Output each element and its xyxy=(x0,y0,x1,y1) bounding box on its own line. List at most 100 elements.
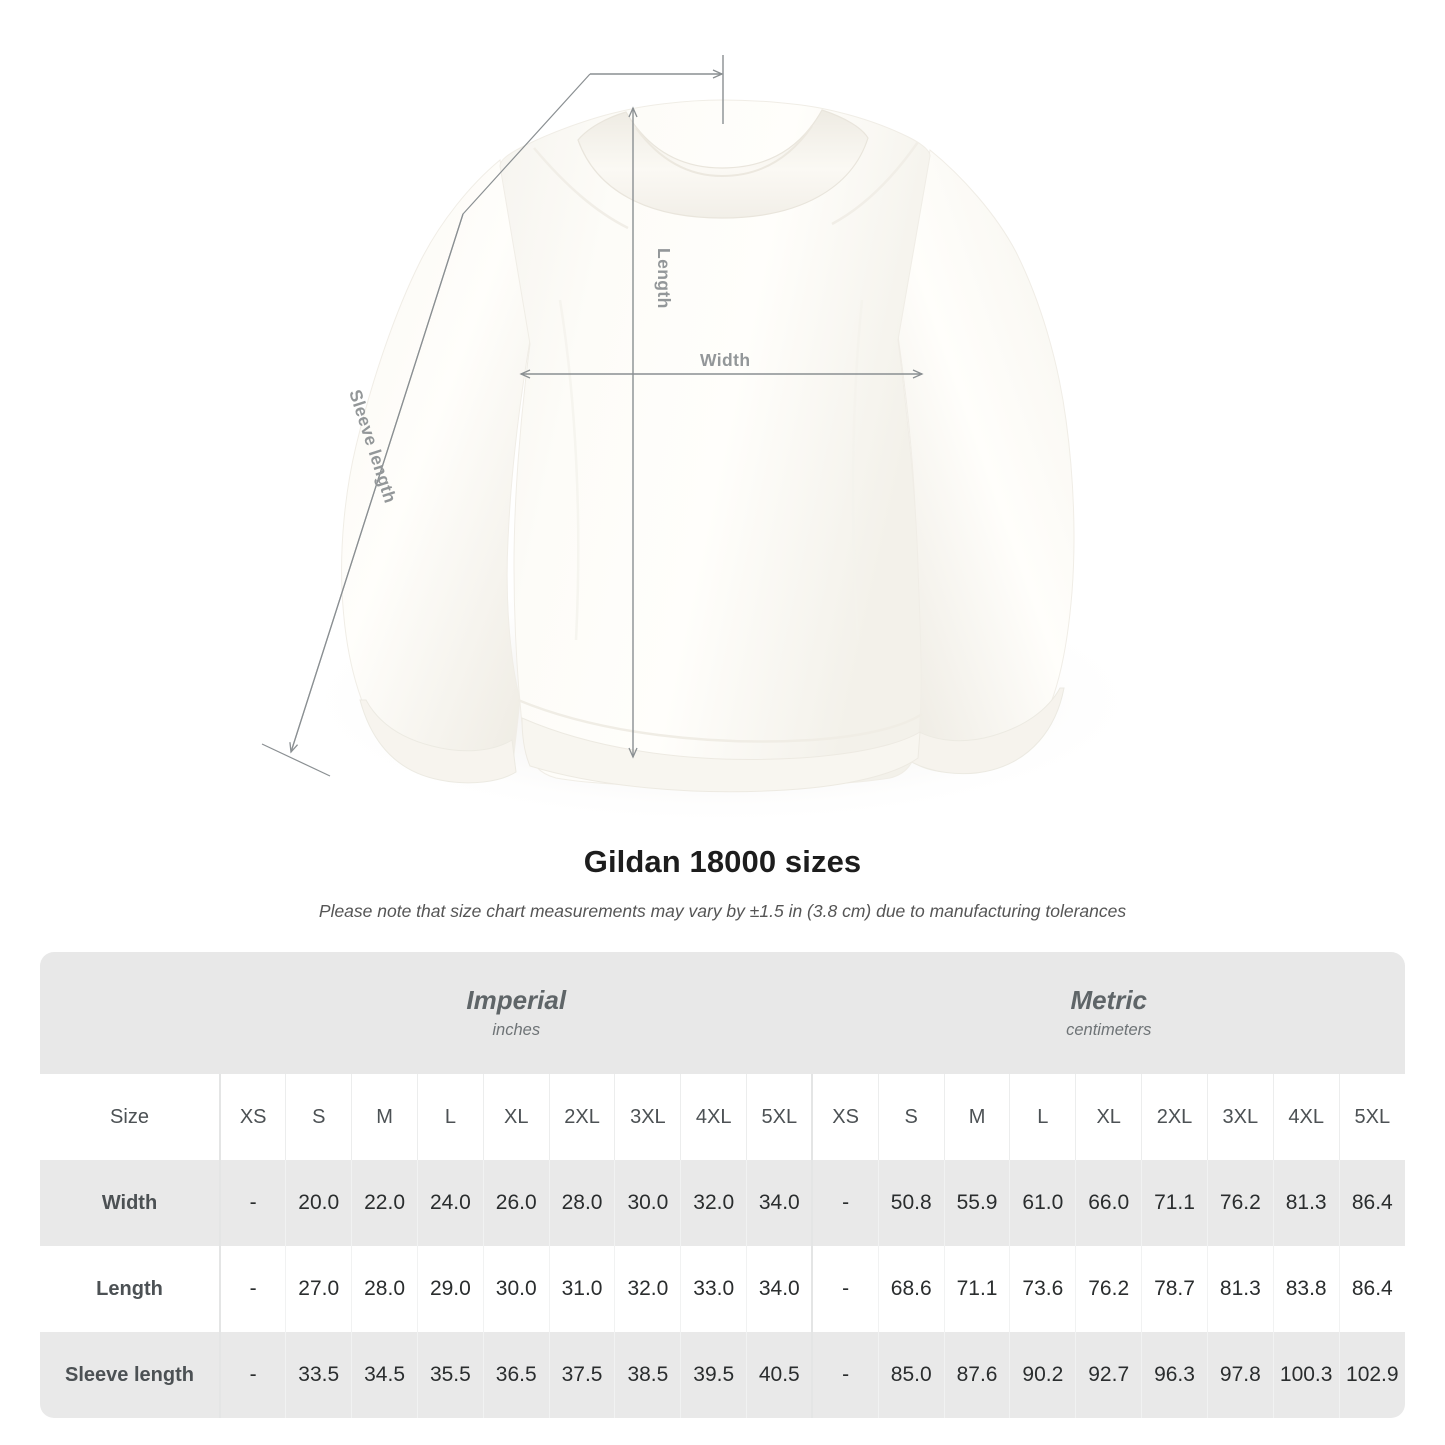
left-cuff xyxy=(359,699,517,784)
fabric-fold-left xyxy=(558,299,580,641)
cell-width-imperial-l: 24.0 xyxy=(416,1160,484,1246)
table-row: Width -20.0 22.0 24.0 26.0 28.0 30.0 32.0 34.0-5… xyxy=(40,1160,1405,1246)
cell-sleeve-length-imperial-5xl: 40.5 xyxy=(746,1332,813,1418)
size-header-metric-3xl: 3XL xyxy=(1206,1074,1274,1160)
cell-sleeve-length-metric-5xl: 102.9 xyxy=(1338,1332,1405,1418)
bottom-hem xyxy=(521,717,921,793)
table-row: Length -27.0 28.0 29.0 30.0 31.0 32.0 33.0 34.0-… xyxy=(40,1246,1405,1332)
cell-width-metric-4xl: 81.3 xyxy=(1272,1160,1340,1246)
size-header-imperial-l: L xyxy=(416,1074,484,1160)
units-cell-metric: Metric centimeters xyxy=(812,952,1405,1074)
cell-sleeve-length-metric-m: 87.6 xyxy=(943,1332,1010,1418)
cell-sleeve-length-metric-s: 85.0 xyxy=(877,1332,945,1418)
cell-width-imperial-s: 20.0 xyxy=(285,1160,352,1246)
cell-sleeve-length-metric-xl: 92.7 xyxy=(1075,1332,1142,1418)
tolerance-disclaimer: Please note that size chart measurements… xyxy=(318,901,1127,921)
cell-width-imperial-2xl: 28.0 xyxy=(548,1160,615,1246)
width-label: Width xyxy=(700,350,750,370)
cell-sleeve-length-imperial-s: 33.5 xyxy=(285,1332,352,1418)
size-header-imperial-m: M xyxy=(351,1074,418,1160)
cell-width-metric-3xl: 76.2 xyxy=(1206,1160,1274,1246)
cell-sleeve-length-imperial-xl: 36.5 xyxy=(482,1332,550,1418)
garment-illustration-svg: Length Width Sleeve length xyxy=(261,55,1152,828)
units-cell-imperial: Imperial inches xyxy=(220,952,813,1074)
collar-ribbing xyxy=(577,109,869,219)
cell-length-metric-2xl: 78.7 xyxy=(1141,1246,1208,1332)
size-header-label: Size xyxy=(40,1074,220,1160)
size-header-imperial-2xl: 2XL xyxy=(548,1074,615,1160)
title-block: Gildan 18000 sizes Please note that size… xyxy=(0,842,1445,923)
right-sleeve xyxy=(897,149,1075,773)
units-banner-row: Imperial inches Metric centimeters xyxy=(40,952,1405,1074)
left-sleeve xyxy=(341,159,531,780)
cell-width-imperial-3xl: 30.0 xyxy=(614,1160,681,1246)
size-header-metric-xl: XL xyxy=(1075,1074,1142,1160)
size-header-row: Size XS S M L XL 2XL 3XL 4XL 5XL XS S M L XL 2XL 3XL 4XL 5… xyxy=(40,1074,1405,1160)
cell-length-imperial-5xl: 34.0 xyxy=(746,1246,813,1332)
cell-width-metric-xs: - xyxy=(811,1160,879,1246)
length-label: Length xyxy=(654,248,674,309)
sleeve-length-end-tick xyxy=(261,743,331,777)
cell-length-imperial-xl: 30.0 xyxy=(482,1246,550,1332)
measurement-label: Width xyxy=(40,1160,220,1246)
cell-sleeve-length-imperial-2xl: 37.5 xyxy=(548,1332,615,1418)
cell-sleeve-length-imperial-3xl: 38.5 xyxy=(614,1332,681,1418)
cell-length-metric-xs: - xyxy=(811,1246,879,1332)
unit-subtitle: centimeters xyxy=(1066,1021,1152,1039)
cell-sleeve-length-metric-4xl: 100.3 xyxy=(1272,1332,1340,1418)
cell-sleeve-length-metric-3xl: 97.8 xyxy=(1206,1332,1274,1418)
cell-length-imperial-l: 29.0 xyxy=(416,1246,484,1332)
cell-width-metric-xl: 66.0 xyxy=(1075,1160,1142,1246)
cell-length-imperial-4xl: 33.0 xyxy=(680,1246,747,1332)
cell-sleeve-length-metric-xs: - xyxy=(811,1332,879,1418)
cell-length-imperial-3xl: 32.0 xyxy=(614,1246,681,1332)
size-header-imperial-xs: XS xyxy=(219,1074,286,1160)
size-header-metric-xs: XS xyxy=(811,1074,879,1160)
unit-subtitle: inches xyxy=(492,1021,541,1039)
cell-length-metric-5xl: 86.4 xyxy=(1338,1246,1405,1332)
size-header-imperial-s: S xyxy=(285,1074,352,1160)
size-header-metric-4xl: 4XL xyxy=(1272,1074,1340,1160)
left-shoulder-seam xyxy=(533,147,629,230)
size-header-metric-2xl: 2XL xyxy=(1141,1074,1208,1160)
cell-length-imperial-2xl: 31.0 xyxy=(548,1246,615,1332)
cell-length-metric-l: 73.6 xyxy=(1009,1246,1076,1332)
cell-length-metric-4xl: 83.8 xyxy=(1272,1246,1340,1332)
measurement-label: Sleeve length xyxy=(40,1332,220,1418)
garment-body xyxy=(499,99,931,788)
size-header-metric-l: L xyxy=(1009,1074,1076,1160)
size-header-metric-s: S xyxy=(877,1074,945,1160)
cell-length-metric-3xl: 81.3 xyxy=(1206,1246,1274,1332)
measurement-label: Length xyxy=(40,1246,220,1332)
cell-sleeve-length-imperial-xs: - xyxy=(219,1332,286,1418)
cell-width-metric-l: 61.0 xyxy=(1009,1160,1076,1246)
page-title: Gildan 18000 sizes xyxy=(583,844,862,879)
units-spacer-cell xyxy=(40,952,220,1074)
cell-length-metric-s: 68.6 xyxy=(877,1246,945,1332)
hem-seam-line xyxy=(517,698,923,743)
size-header-imperial-xl: XL xyxy=(482,1074,550,1160)
cell-width-imperial-xl: 26.0 xyxy=(482,1160,550,1246)
cell-length-metric-m: 71.1 xyxy=(943,1246,1010,1332)
cell-width-imperial-4xl: 32.0 xyxy=(680,1160,747,1246)
cell-width-metric-5xl: 86.4 xyxy=(1338,1160,1405,1246)
cell-width-metric-s: 50.8 xyxy=(877,1160,945,1246)
cell-width-imperial-xs: - xyxy=(219,1160,286,1246)
size-header-imperial-5xl: 5XL xyxy=(746,1074,813,1160)
table-row: Sleeve length -33.5 34.5 35.5 36.5 37.5 38.5 39… xyxy=(40,1332,1405,1418)
unit-name: Imperial xyxy=(466,985,567,1015)
cell-length-imperial-xs: - xyxy=(219,1246,286,1332)
unit-name: Metric xyxy=(1070,985,1148,1015)
cell-length-imperial-s: 27.0 xyxy=(285,1246,352,1332)
size-header-imperial-4xl: 4XL xyxy=(680,1074,747,1160)
size-chart-table: Imperial inches Metric centimeters Size XS S M L… xyxy=(40,952,1405,1418)
cell-sleeve-length-imperial-4xl: 39.5 xyxy=(680,1332,747,1418)
sleeve-length-arrow xyxy=(289,213,464,754)
cell-sleeve-length-imperial-m: 34.5 xyxy=(351,1332,418,1418)
cell-length-imperial-m: 28.0 xyxy=(351,1246,418,1332)
cell-width-metric-m: 55.9 xyxy=(943,1160,1010,1246)
cell-sleeve-length-metric-2xl: 96.3 xyxy=(1141,1332,1208,1418)
size-header-metric-5xl: 5XL xyxy=(1338,1074,1405,1160)
cell-width-metric-2xl: 71.1 xyxy=(1141,1160,1208,1246)
garment-diagram: Length Width Sleeve length xyxy=(261,55,1152,828)
